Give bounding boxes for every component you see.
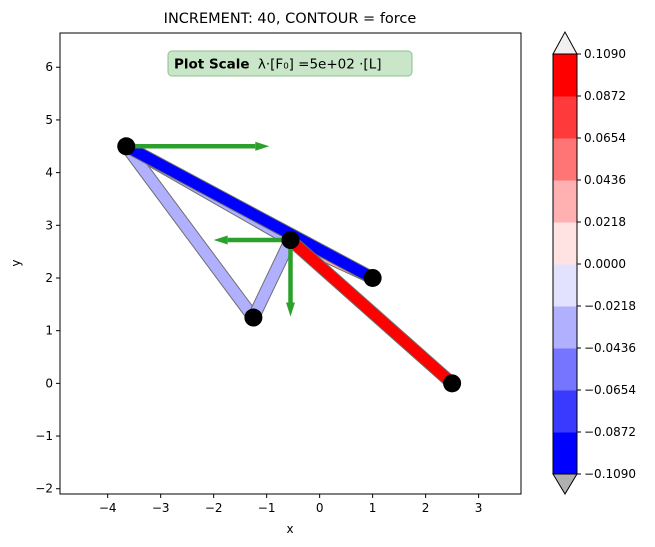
y-tick-label: 2 <box>45 271 53 285</box>
colorbar-segment <box>553 138 577 181</box>
colorbar-tick-label: 0.0218 <box>584 215 626 229</box>
truss-node <box>363 268 382 287</box>
colorbar-tick-label: −0.1090 <box>584 467 636 481</box>
y-tick-label: 5 <box>45 113 53 127</box>
element-bar <box>286 235 456 388</box>
x-tick-label: 0 <box>316 501 324 515</box>
colorbar-tick-label: 0.0000 <box>584 257 626 271</box>
x-axis-ticks: −4 −3 −2 −1 0 1 2 3 <box>99 494 483 515</box>
chart-title: INCREMENT: 40, CONTOUR = force <box>164 11 417 27</box>
truss-nodes <box>117 137 462 393</box>
colorbar-segment <box>553 54 577 97</box>
x-tick-label: −2 <box>205 501 223 515</box>
force-arrows <box>126 141 295 317</box>
element-bar <box>123 141 376 283</box>
y-tick-label: −1 <box>35 429 53 443</box>
colorbar-under-extension <box>552 473 578 495</box>
x-tick-label: −4 <box>99 501 117 515</box>
x-tick-label: 1 <box>369 501 377 515</box>
colorbar-tick-label: −0.0872 <box>584 425 636 439</box>
colorbar-segment <box>553 96 577 139</box>
force-arrow-head <box>213 235 228 245</box>
colorbar: −0.1090 −0.0872 −0.0654 −0.0436 −0.0218 0.000… <box>552 30 636 495</box>
colorbar-tick-label: 0.0654 <box>584 131 626 145</box>
x-tick-label: 2 <box>422 501 430 515</box>
y-tick-label: 4 <box>45 166 53 180</box>
truss-node <box>244 308 263 327</box>
colorbar-segment <box>553 348 577 391</box>
colorbar-tick-label: −0.0654 <box>584 383 636 397</box>
colorbar-tick-label: 0.0872 <box>584 89 626 103</box>
colorbar-segment <box>553 264 577 307</box>
element-bar <box>248 237 296 320</box>
colorbar-tick-label: 0.1090 <box>584 47 626 61</box>
colorbar-tick-label: 0.0436 <box>584 173 626 187</box>
y-axis-label: y <box>9 259 23 266</box>
colorbar-segment <box>553 306 577 349</box>
x-axis-label: x <box>286 522 293 536</box>
colorbar-segment <box>553 432 577 475</box>
y-tick-label: 1 <box>45 324 53 338</box>
plot-frame <box>59 32 522 495</box>
x-tick-label: −3 <box>152 501 170 515</box>
y-tick-label: 3 <box>45 218 53 232</box>
plot-scale-annotation: Plot Scale λ·[F₀] =5e+02 ·[L] <box>167 50 413 77</box>
y-axis-ticks: −2 −1 0 1 2 3 4 5 6 <box>35 60 60 496</box>
y-tick-label: 0 <box>45 376 53 390</box>
y-tick-label: 6 <box>45 60 53 74</box>
colorbar-segment <box>553 180 577 223</box>
annotation-box <box>167 50 413 77</box>
colorbar-tick-label: −0.0218 <box>584 299 636 313</box>
colorbar-segment <box>553 222 577 265</box>
y-tick-label: −2 <box>35 482 53 496</box>
x-tick-label: −1 <box>258 501 276 515</box>
truss-node <box>443 374 462 393</box>
annotation-bold-label: Plot Scale <box>174 57 250 73</box>
colorbar-over-extension <box>552 30 578 55</box>
svg-text:Plot Scale λ·[F₀] =5e+02: Plot Scale λ·[F₀] =5e+02 ·[L] <box>174 57 382 73</box>
colorbar-tick-label: −0.0436 <box>584 341 636 355</box>
element-bar <box>121 142 258 321</box>
force-arrow-head <box>255 141 270 151</box>
truss-elements <box>121 140 457 389</box>
x-tick-label: 3 <box>475 501 483 515</box>
truss-node <box>117 137 136 156</box>
annotation-formula: λ·[F₀] =5e+02 ·[L] <box>258 57 382 73</box>
force-arrow-head <box>286 302 295 317</box>
colorbar-segment <box>553 390 577 433</box>
truss-node <box>281 231 300 250</box>
plot-area <box>117 137 462 393</box>
